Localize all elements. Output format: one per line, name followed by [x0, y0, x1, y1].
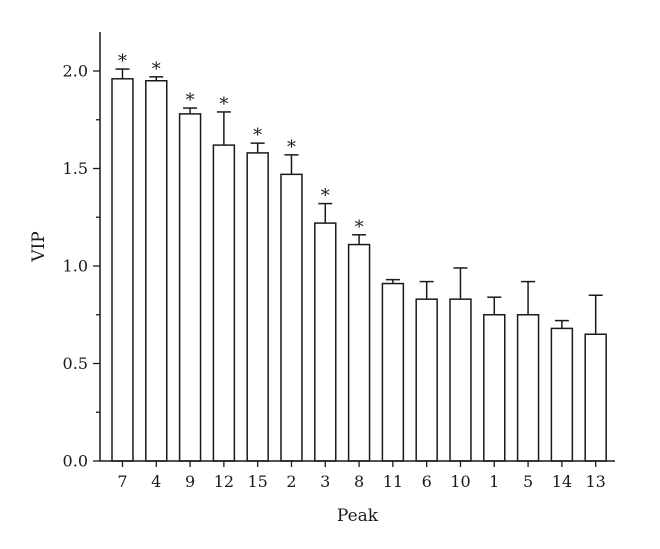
x-tick-label: 6 [422, 472, 432, 491]
bar-peak-11 [381, 282, 405, 462]
bar-peak-3 [314, 222, 337, 462]
x-tick-label: 12 [214, 472, 234, 491]
x-tick-label: 2 [286, 472, 296, 491]
x-tick-label: 4 [151, 472, 161, 491]
bar-peak-4 [145, 80, 168, 462]
x-tick-label: 3 [320, 472, 330, 491]
x-axis-title: Peak [337, 506, 379, 526]
x-tick-label: 14 [552, 472, 572, 491]
significance-marker: * [253, 125, 262, 146]
x-tick-label: 8 [354, 472, 364, 491]
x-tick-label: 10 [450, 472, 470, 491]
significance-marker: * [355, 217, 364, 238]
y-axis-title: VIP [29, 231, 49, 262]
x-tick-label: 11 [383, 472, 403, 491]
significance-marker: * [152, 59, 161, 80]
bar-peak-10 [449, 298, 472, 462]
bar-peak-14 [550, 327, 574, 462]
bar-peak-1 [483, 314, 506, 462]
bar-peak-5 [516, 314, 540, 462]
y-tick-label: 0.5 [63, 354, 88, 373]
x-tick-label: 5 [523, 472, 533, 491]
plot-area: 0.00.51.01.52.0 *7*4*9*12*15*2*3*8 11 6 10 1 5… [63, 51, 607, 491]
bar-peak-8 [347, 243, 371, 462]
x-tick-label: 13 [585, 472, 605, 491]
x-tick-label: 9 [185, 472, 195, 491]
y-tick-label: 1.0 [63, 257, 88, 276]
y-tick-label: 1.5 [63, 159, 88, 178]
bar-peak-15 [246, 152, 269, 462]
y-tick-label: 0.0 [63, 452, 88, 471]
bar-peak-7 [111, 78, 134, 462]
bar-peak-12 [212, 144, 236, 462]
bar-peak-9 [178, 113, 202, 462]
significance-marker: * [321, 186, 330, 207]
significance-marker: * [287, 137, 296, 158]
significance-marker: * [118, 51, 127, 72]
x-tick-label: 1 [489, 472, 499, 491]
y-tick-label: 2.0 [63, 62, 88, 81]
bar-peak-6 [415, 298, 438, 462]
bar-peak-13 [584, 333, 607, 462]
significance-marker: * [186, 90, 195, 111]
x-tick-label: 15 [247, 472, 267, 491]
x-tick-label: 7 [117, 472, 127, 491]
bar-peak-2 [280, 173, 303, 462]
significance-marker: * [219, 94, 228, 115]
